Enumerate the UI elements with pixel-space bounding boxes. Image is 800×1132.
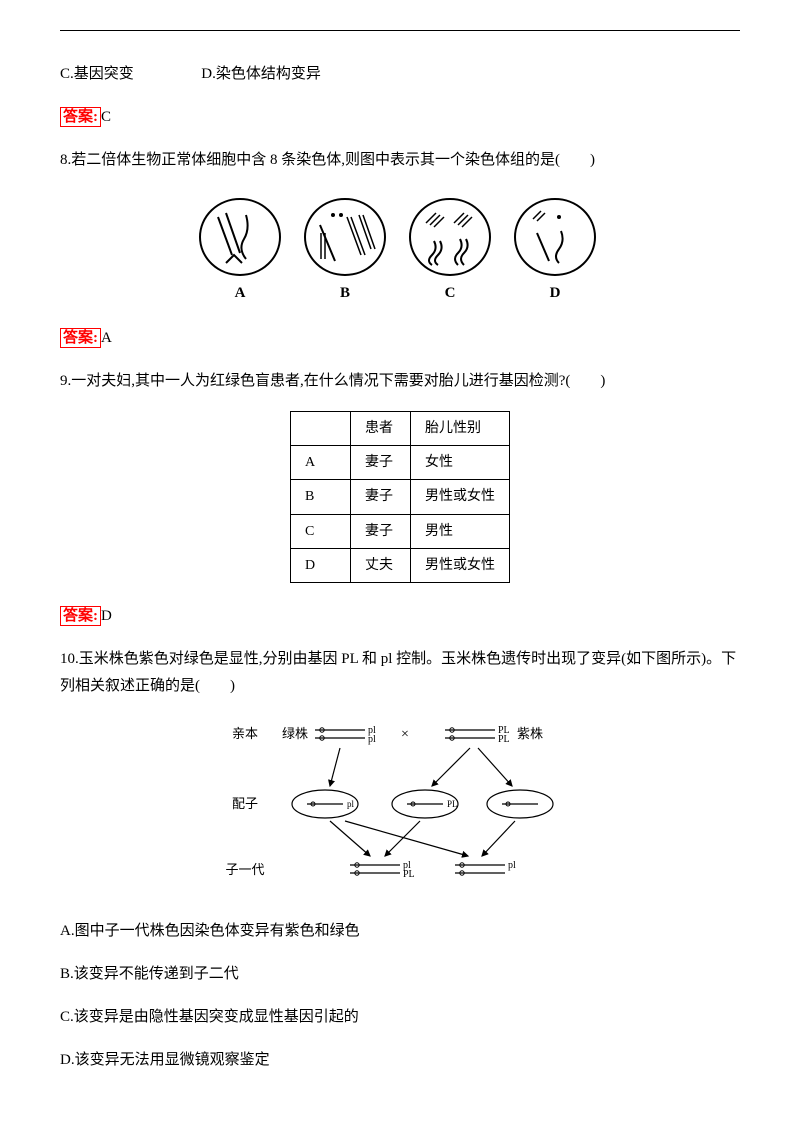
page-rule <box>60 30 740 31</box>
table-cell: 丈夫 <box>351 548 411 582</box>
svg-text:pl: pl <box>347 799 355 809</box>
table-cell: 女性 <box>411 446 510 480</box>
q7-answer-line: 答案:C <box>60 104 740 131</box>
table-row: C 妻子 男性 <box>291 514 510 548</box>
table-cell: A <box>291 446 351 480</box>
table-header <box>291 412 351 446</box>
parent-label: 亲本 <box>232 726 258 741</box>
q8-label-b: B <box>340 285 350 301</box>
q8-text: 8.若二倍体生物正常体细胞中含 8 条染色体,则图中表示其一个染色体组的是( ) <box>60 147 740 174</box>
table-row: D 丈夫 男性或女性 <box>291 548 510 582</box>
q9-table: 患者 胎儿性别 A 妻子 女性 B 妻子 男性或女性 C 妻子 男性 D 丈夫 … <box>290 411 510 583</box>
table-cell: 妻子 <box>351 514 411 548</box>
table-header-row: 患者 胎儿性别 <box>291 412 510 446</box>
q9-answer: D <box>101 608 112 624</box>
table-row: B 妻子 男性或女性 <box>291 480 510 514</box>
q7-option-d: D.染色体结构变异 <box>201 66 321 82</box>
answer-badge: 答案: <box>60 328 101 348</box>
green-parent-label: 绿株 <box>282 726 308 741</box>
q7-options: C.基因突变 D.染色体结构变异 <box>60 61 740 88</box>
svg-text:pl: pl <box>368 734 376 745</box>
q9-text: 9.一对夫妇,其中一人为红绿色盲患者,在什么情况下需要对胎儿进行基因检测?( ) <box>60 368 740 395</box>
q7-answer: C <box>101 109 111 125</box>
f1-label: 子一代 <box>225 862 264 877</box>
table-cell: 男性或女性 <box>411 548 510 582</box>
table-cell: 男性或女性 <box>411 480 510 514</box>
svg-text:pl: pl <box>508 860 516 871</box>
table-cell: 妻子 <box>351 446 411 480</box>
table-cell: C <box>291 514 351 548</box>
gamete-label: 配子 <box>232 796 258 811</box>
q8-answer-line: 答案:A <box>60 325 740 352</box>
svg-text:PL: PL <box>447 799 458 809</box>
q8-label-a: A <box>235 285 246 301</box>
table-cell: 男性 <box>411 514 510 548</box>
table-row: A 妻子 女性 <box>291 446 510 480</box>
purple-parent-label: 紫株 <box>517 726 543 741</box>
q8-label-c: C <box>445 285 456 301</box>
q10-text: 10.玉米株色紫色对绿色是显性,分别由基因 PL 和 pl 控制。玉米株色遗传时… <box>60 646 740 700</box>
chromosome-diagram: A B C D <box>190 192 610 307</box>
table-header: 患者 <box>351 412 411 446</box>
q7-option-c: C.基因突变 <box>60 66 134 82</box>
table-cell: 妻子 <box>351 480 411 514</box>
answer-badge: 答案: <box>60 107 101 127</box>
svg-text:PL: PL <box>498 734 510 745</box>
q8-figure-row: A B C D <box>60 192 740 307</box>
q8-answer: A <box>101 330 112 346</box>
answer-badge: 答案: <box>60 606 101 626</box>
q10-option-a: A.图中子一代株色因染色体变异有紫色和绿色 <box>60 918 740 945</box>
cross-symbol: × <box>401 727 409 742</box>
q10-option-d: D.该变异无法用显微镜观察鉴定 <box>60 1047 740 1074</box>
q10-diagram: 亲本 配子 子一代 绿株 pl pl × PL PL 紫株 <box>60 716 740 896</box>
q10-option-b: B.该变异不能传递到子二代 <box>60 961 740 988</box>
q9-answer-line: 答案:D <box>60 603 740 630</box>
svg-text:PL: PL <box>403 869 415 880</box>
table-header: 胎儿性别 <box>411 412 510 446</box>
table-cell: D <box>291 548 351 582</box>
table-cell: B <box>291 480 351 514</box>
q10-option-c: C.该变异是由隐性基因突变成显性基因引起的 <box>60 1004 740 1031</box>
q8-label-d: D <box>550 285 561 301</box>
